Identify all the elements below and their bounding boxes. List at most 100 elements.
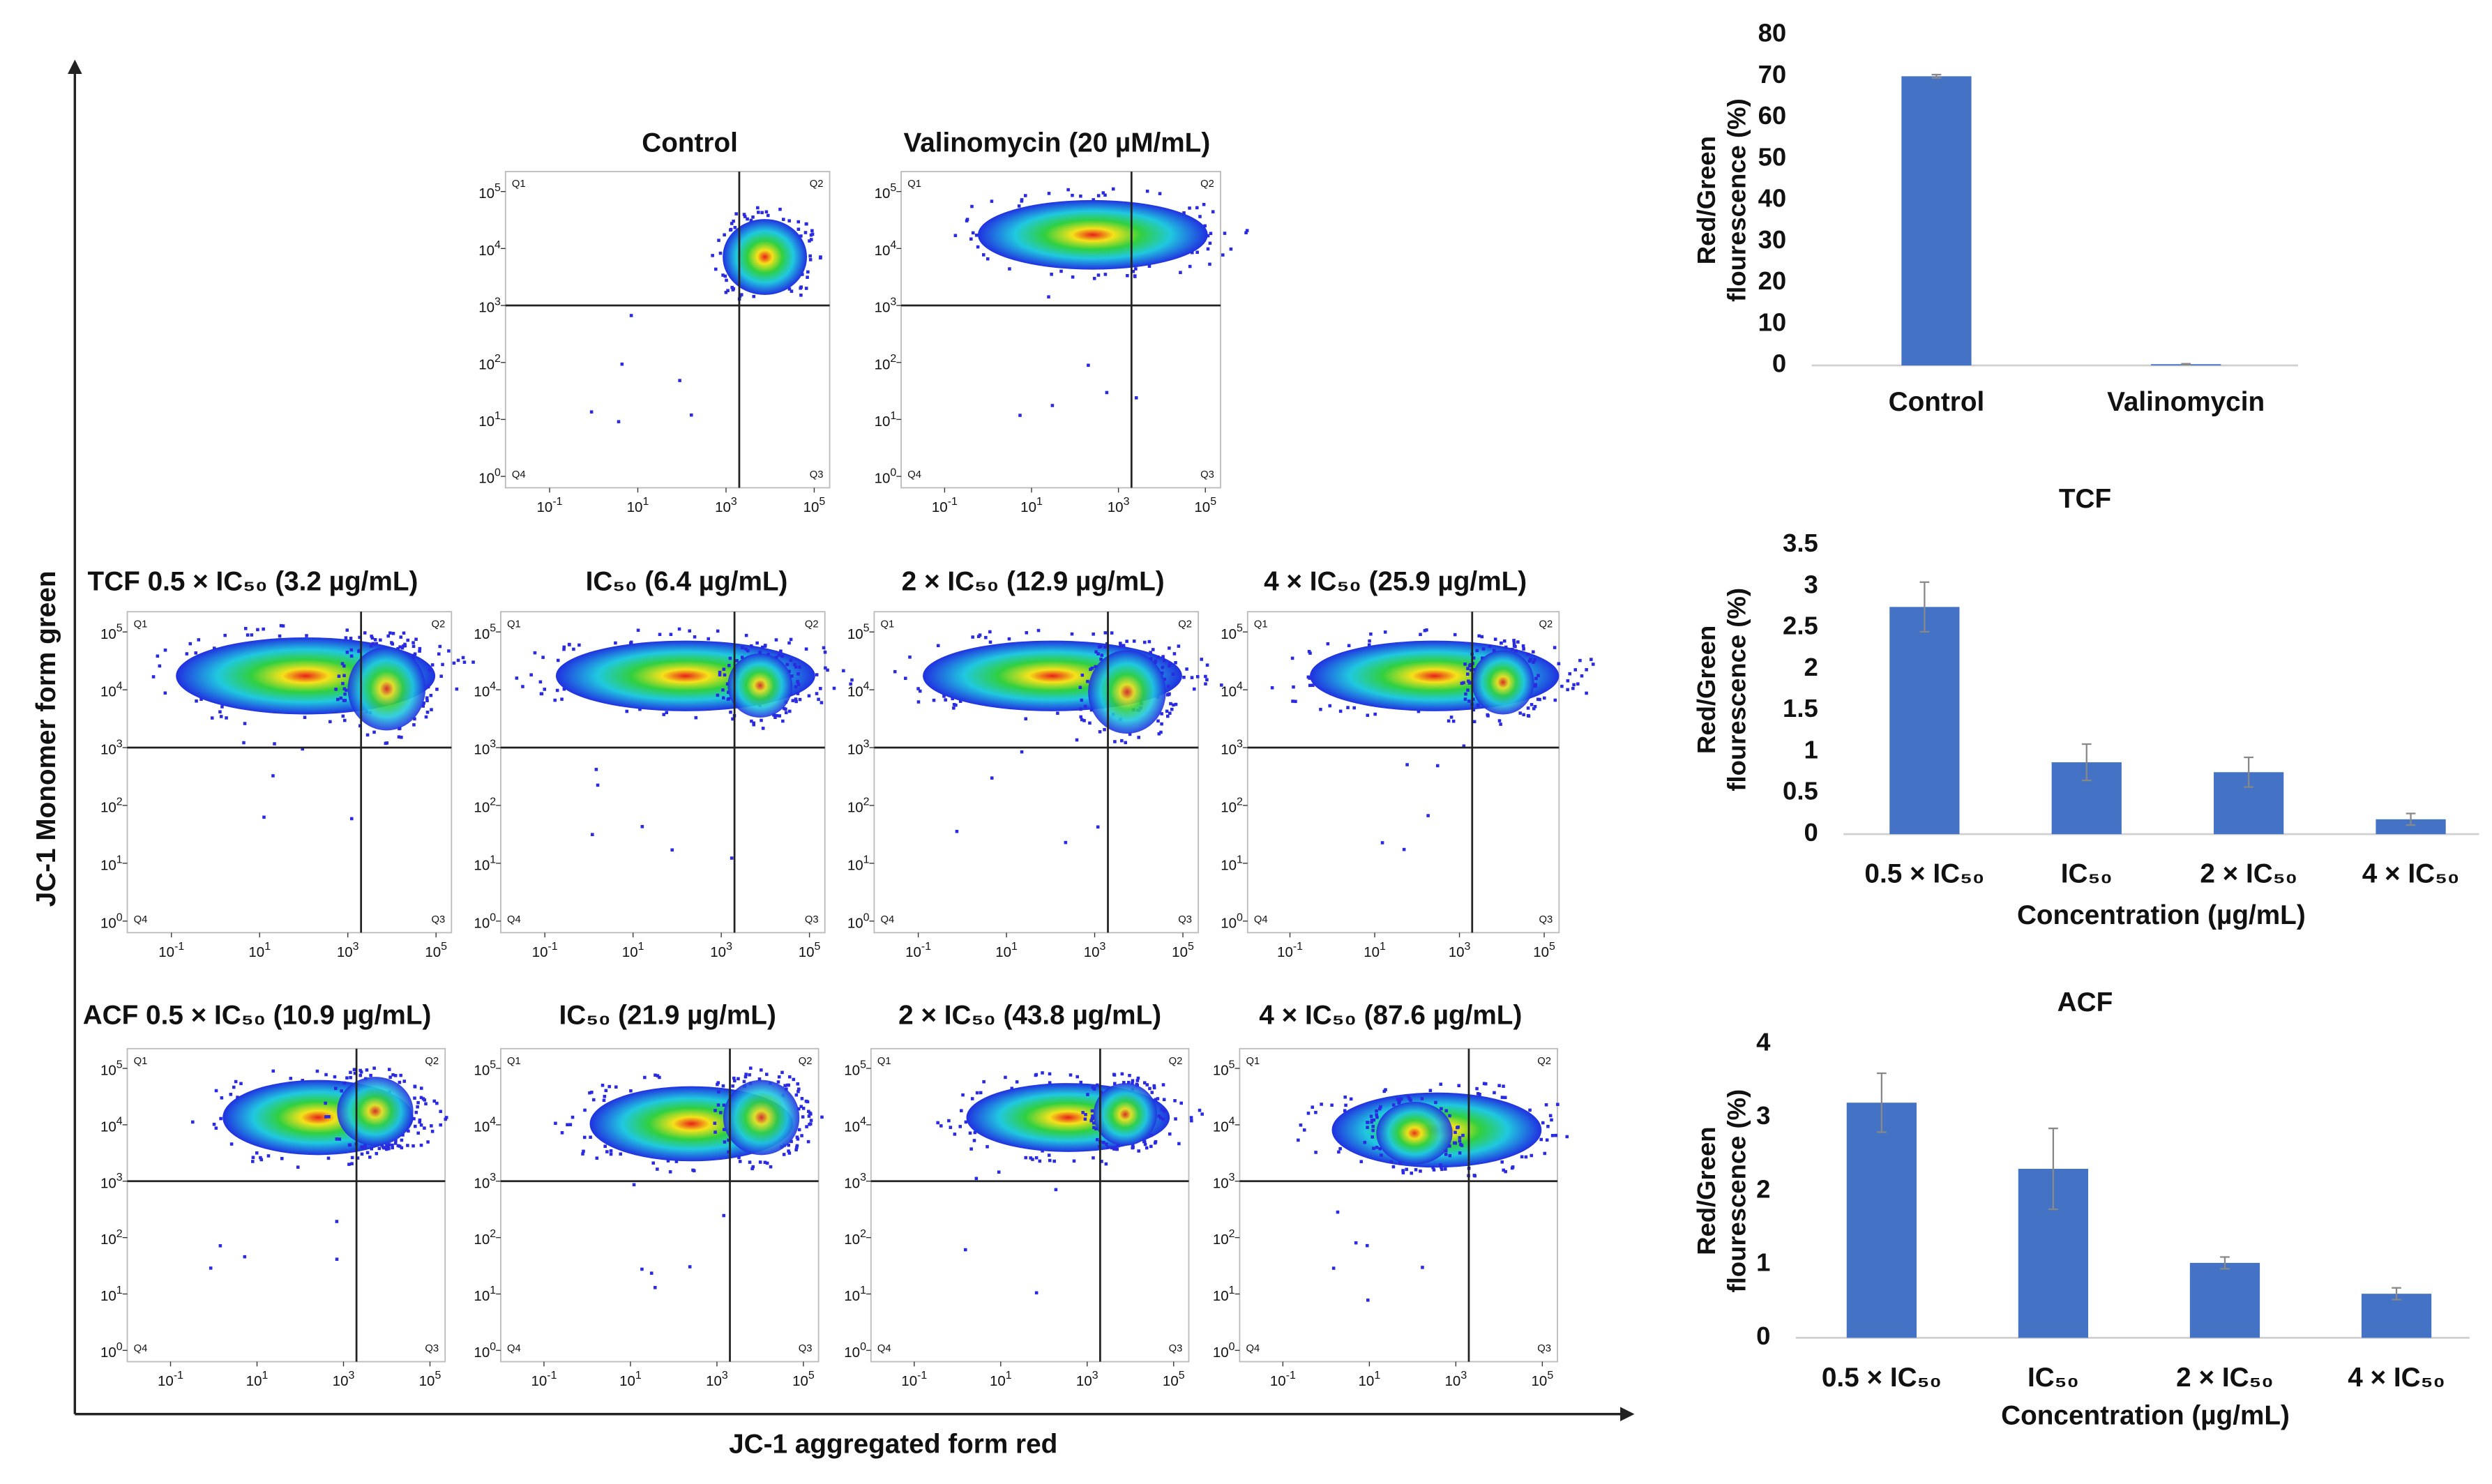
event-dot xyxy=(721,1084,725,1088)
event-dot xyxy=(733,225,737,229)
event-dot xyxy=(744,647,748,651)
y-tick-label: 103 xyxy=(1213,1172,1235,1191)
event-dot xyxy=(225,716,228,720)
tick-base: 10 xyxy=(100,1345,116,1361)
y-tick-label: 102 xyxy=(474,796,496,816)
event-dot xyxy=(406,638,410,642)
tick-exponent: 5 xyxy=(116,623,123,635)
event-dot xyxy=(377,1146,382,1151)
event-dot xyxy=(411,656,416,660)
event-dot xyxy=(797,1087,801,1091)
event-dot xyxy=(1220,683,1223,687)
x-tick-label: 101 xyxy=(995,941,1018,960)
panel-title: Valinomycin (20 µM/mL) xyxy=(904,128,1211,158)
event-dot xyxy=(342,687,347,691)
event-dot xyxy=(1209,232,1213,236)
event-dot xyxy=(212,1122,216,1126)
y-tick-label: 101 xyxy=(847,854,870,874)
event-dot xyxy=(1156,719,1160,723)
event-dot xyxy=(649,1271,654,1275)
event-dot xyxy=(718,673,722,676)
event-dot xyxy=(1157,1114,1161,1118)
event-dot xyxy=(797,1128,801,1132)
event-dot xyxy=(740,293,743,296)
error-bar xyxy=(1919,581,1930,633)
event-dot xyxy=(1190,676,1194,679)
event-dot xyxy=(439,1110,442,1114)
event-dot xyxy=(784,707,787,711)
y-axis-label: Red/Green xyxy=(1692,626,1721,754)
event-dot xyxy=(740,646,744,649)
event-dot xyxy=(809,238,813,241)
event-dot xyxy=(1113,740,1117,743)
event-dot xyxy=(942,695,946,698)
y-tick-label: 104 xyxy=(100,681,123,700)
event-dot xyxy=(391,1073,395,1077)
event-dot xyxy=(1375,1115,1379,1119)
event-dot xyxy=(1007,637,1011,641)
quadrant-label: Q1 xyxy=(1254,619,1268,630)
event-dot xyxy=(629,642,633,645)
event-dot xyxy=(1182,675,1186,679)
event-dot xyxy=(428,668,432,672)
event-dot xyxy=(714,267,718,271)
event-dot xyxy=(640,825,644,828)
event-dot xyxy=(1343,1109,1347,1112)
event-dot xyxy=(416,1131,420,1135)
event-dot xyxy=(726,289,730,292)
event-dot xyxy=(727,690,730,695)
event-dot xyxy=(1191,250,1194,255)
event-dot xyxy=(571,1115,575,1119)
event-dot xyxy=(796,683,801,686)
panel-title: ACF 0.5 × IC₅₀ (10.9 µg/mL) xyxy=(83,1000,432,1030)
tick-exponent: 4 xyxy=(890,239,896,251)
tick-base: 10 xyxy=(932,500,948,516)
event-dot xyxy=(375,642,378,646)
event-dot xyxy=(1151,648,1155,651)
event-dot xyxy=(398,727,402,730)
tick-base: 10 xyxy=(100,1232,116,1248)
event-dot xyxy=(755,641,759,645)
tick-exponent: -1 xyxy=(1293,941,1303,953)
event-dot xyxy=(266,1154,271,1158)
tick-exponent: 2 xyxy=(1237,796,1243,808)
tick-base: 10 xyxy=(531,1374,547,1390)
event-dot xyxy=(1375,1146,1379,1149)
event-dot xyxy=(1075,1075,1079,1079)
event-dot xyxy=(1150,1091,1154,1094)
event-dot xyxy=(1512,639,1516,642)
y-tick-label: 100 xyxy=(474,911,496,931)
panel-title: Control xyxy=(642,128,738,158)
event-dot xyxy=(1513,644,1517,649)
event-dot xyxy=(280,1157,284,1160)
event-dot xyxy=(259,1158,264,1162)
event-dot xyxy=(1466,667,1470,670)
event-dot xyxy=(758,651,762,654)
tick-base: 10 xyxy=(622,944,638,960)
event-dot xyxy=(719,1111,723,1114)
y-tick-label: 103 xyxy=(847,739,870,758)
event-dot xyxy=(1167,692,1171,697)
event-dot xyxy=(411,1144,415,1148)
event-dot xyxy=(279,623,283,628)
event-dot xyxy=(1592,662,1595,666)
event-dot xyxy=(1476,1091,1480,1096)
event-dot xyxy=(713,1109,717,1112)
event-dot xyxy=(1200,1112,1204,1116)
event-dot xyxy=(387,1068,391,1071)
tick-base: 10 xyxy=(474,1232,490,1248)
error-bar xyxy=(2392,1287,2401,1301)
event-dot xyxy=(669,633,673,637)
event-dot xyxy=(1565,1135,1569,1139)
event-dot xyxy=(764,1073,769,1076)
event-dot xyxy=(1079,194,1082,198)
event-dot xyxy=(1079,707,1082,711)
event-dot xyxy=(976,245,980,249)
event-dot xyxy=(560,697,564,701)
event-dot xyxy=(360,1145,363,1149)
event-dot xyxy=(1466,672,1470,676)
event-dot xyxy=(1576,682,1580,686)
event-dot xyxy=(723,274,727,278)
event-dot xyxy=(349,1075,352,1080)
event-dot xyxy=(1091,1114,1094,1118)
